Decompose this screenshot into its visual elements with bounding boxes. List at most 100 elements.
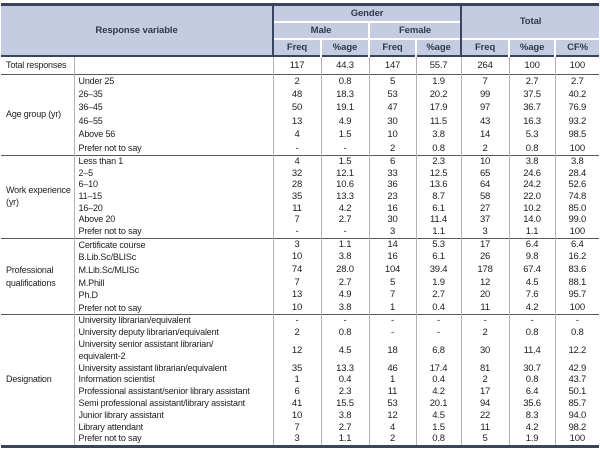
value-cell: 24.6 <box>508 167 556 180</box>
table-row: 2–5 32 12.1 33 12.5 65 24.6 28.4 <box>1 167 600 180</box>
value-cell: 3 <box>272 433 322 447</box>
header-total: Total <box>460 4 600 39</box>
value-cell: 33 <box>368 167 417 180</box>
table-row: Professional assistant/senior library as… <box>1 386 600 398</box>
value-cell: 11.4 <box>415 214 462 227</box>
row-label: Prefer not to say <box>78 142 142 153</box>
value-cell: 30 <box>368 114 417 129</box>
row-label: University senior assistant librarian/ e… <box>78 339 214 361</box>
value-cell: 264 <box>460 55 510 74</box>
value-cell: 0.8 <box>415 141 462 156</box>
value-cell: 65 <box>460 167 510 180</box>
header-row-2: Male Female <box>1 20 599 39</box>
row-label: 26–35 <box>78 88 103 99</box>
value-cell: - <box>415 327 462 340</box>
value-cell: 8.7 <box>415 191 462 203</box>
row-label: Prefer not to say <box>78 302 142 313</box>
section-age-group-yr: Age group (yr) Under 25 2 0.8 5 1.9 7 2.7 2.7 26–… <box>1 74 600 156</box>
value-cell: 41 <box>272 398 322 410</box>
value-cell: 100 <box>554 226 600 239</box>
row-label: 36–45 <box>78 102 103 113</box>
value-cell: 50 <box>272 101 322 115</box>
value-cell: 2.7 <box>320 214 370 227</box>
value-cell: 1 <box>272 374 322 387</box>
value-cell: - <box>272 314 322 328</box>
row-label: Above 56 <box>78 129 116 140</box>
value-cell: 2.3 <box>320 386 370 398</box>
table-row: Age group (yr) Under 25 2 0.8 5 1.9 7 2.7 2.7 <box>1 74 600 119</box>
table-row: M.Phill 7 2.7 5 1.9 12 4.5 88.1 <box>1 276 600 290</box>
value-cell: 30.7 <box>508 362 556 375</box>
value-cell: 18.3 <box>320 87 370 102</box>
value-cell: 3 <box>460 226 510 239</box>
value-cell: 4.2 <box>320 202 370 215</box>
value-cell: 4 <box>368 421 417 434</box>
row-label: Ph.D <box>78 290 98 301</box>
value-cell: 20.1 <box>415 398 462 410</box>
value-cell: 14 <box>460 128 510 142</box>
row-label: 16–20 <box>78 202 103 213</box>
value-cell: 53 <box>368 87 417 102</box>
value-cell: 0.4 <box>415 301 462 315</box>
value-cell: 30 <box>460 339 510 363</box>
value-cell: 67.4 <box>508 264 556 277</box>
header-row-3: Freq %age Freq %age Freq %age CF% <box>1 37 600 56</box>
value-cell: - <box>368 327 417 340</box>
value-cell: 13 <box>272 289 322 302</box>
value-cell: 100 <box>554 141 600 156</box>
value-cell: 0.8 <box>508 327 556 340</box>
value-cell: 12.2 <box>554 339 600 363</box>
value-cell: 37.5 <box>508 87 556 102</box>
value-cell: 98.2 <box>554 421 600 434</box>
value-cell: 3.8 <box>508 155 556 168</box>
header-pct-male: %age <box>320 37 370 56</box>
value-cell: 4.5 <box>320 339 370 363</box>
value-cell: 13 <box>272 114 322 129</box>
value-cell: 16.2 <box>554 251 600 265</box>
value-cell: 6.1 <box>415 251 462 265</box>
category-label: Designation <box>6 374 52 385</box>
value-cell: 0.8 <box>415 433 462 447</box>
value-cell: 17.9 <box>415 101 462 115</box>
section-work-experience-yr: Work experience (yr) Less than 1 4 1.5 6 2.3 1… <box>1 155 600 239</box>
value-cell: - <box>272 226 322 239</box>
value-cell: 7 <box>272 276 322 290</box>
value-cell: 4.5 <box>508 276 556 290</box>
table-row: Prefer not to say 3 1.1 2 0.8 5 1.9 100 <box>1 433 600 447</box>
value-cell: 52.6 <box>554 179 600 192</box>
value-cell: 12 <box>368 409 417 422</box>
value-cell: - <box>508 314 556 328</box>
table-row: B.Lib.Sc/BLISc 10 3.8 16 6.1 26 9.8 16.2 <box>1 251 600 265</box>
row-label: University deputy librarian/equivalent <box>78 327 219 338</box>
value-cell: 100 <box>508 55 556 74</box>
value-cell: 0.8 <box>320 327 370 340</box>
value-cell: 3 <box>272 238 322 252</box>
value-cell: 1 <box>368 301 417 315</box>
value-cell: 36 <box>368 179 417 192</box>
value-cell: 42.9 <box>554 362 600 375</box>
value-cell: 13.3 <box>320 362 370 375</box>
row-label: M.Phill <box>78 277 105 288</box>
value-cell: 2 <box>460 327 510 340</box>
value-cell: 6 <box>272 386 322 398</box>
value-cell: 2 <box>460 374 510 387</box>
section-professional-qualifications: Professional qualifications Certificate c… <box>1 238 600 315</box>
value-cell: 7.6 <box>508 289 556 302</box>
row-label: Prefer not to say <box>78 226 142 237</box>
value-cell: 2 <box>272 327 322 340</box>
value-cell: 10 <box>368 128 417 142</box>
value-cell: 98.5 <box>554 128 600 142</box>
value-cell: 100 <box>554 433 600 447</box>
header-freq-female: Freq <box>368 37 417 56</box>
table-row: Professional qualifications Certificate c… <box>1 238 600 288</box>
value-cell: 7 <box>460 74 510 88</box>
value-cell: 11 <box>460 301 510 315</box>
value-cell: 0.4 <box>415 374 462 387</box>
table-row: Information scientist 1 0.4 1 0.4 2 0.8 43.7 <box>1 374 600 387</box>
value-cell: 36.7 <box>508 101 556 115</box>
value-cell: 4 <box>272 128 322 142</box>
row-label: M.Lib.Sc/MLISc <box>78 265 140 276</box>
value-cell: 13.3 <box>320 191 370 203</box>
table-row: Work experience (yr) Less than 1 4 1.5 6 2.3 1… <box>1 155 600 207</box>
table-row: Designation University librarian/equivale… <box>1 314 600 384</box>
